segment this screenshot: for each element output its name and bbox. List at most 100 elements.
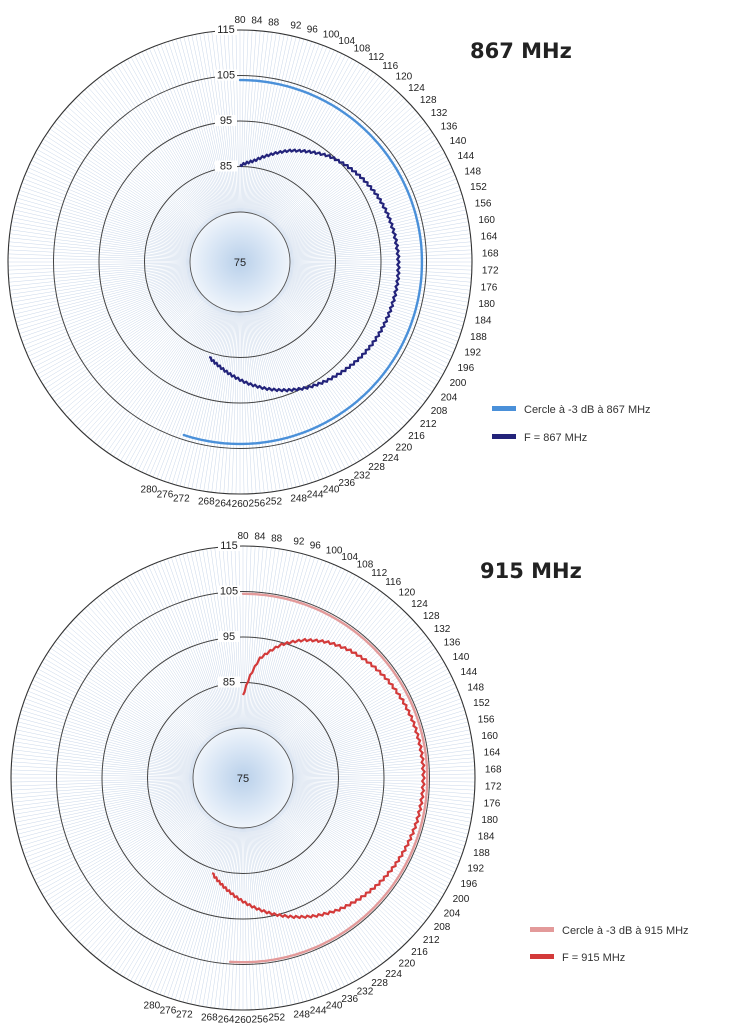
angular-tick-label: 140 [450,136,467,147]
series-threshold-arc [182,78,424,446]
angular-tick-label: 236 [338,478,355,489]
ring-label: 75 [237,773,249,785]
legend: Cercle à -3 dB à 915 MHz F = 915 MHz [530,925,689,964]
angular-tick-label: 168 [482,249,499,260]
angular-tick-label: 132 [434,624,451,635]
grid-ring [98,120,382,404]
angular-tick-label: 200 [450,378,467,389]
angular-tick-label: 124 [411,599,428,610]
ring-label-bg [215,24,237,35]
ring-label: 115 [220,540,238,552]
angular-tick-label: 180 [481,815,498,826]
angular-tick-label: 80 [237,531,249,542]
angular-tick-label: 80 [234,15,246,26]
angular-tick-label: 256 [249,498,266,509]
angular-tick-label: 120 [399,588,416,599]
angular-tick-label: 204 [444,908,461,919]
angular-tick-label: 272 [176,1010,193,1021]
radial-grid [10,545,476,1011]
angular-tick-label: 280 [144,1000,161,1011]
angular-tick-label: 244 [307,490,324,501]
angular-tick-label: 248 [290,494,307,505]
angular-tick-label: 224 [382,453,399,464]
chart-title: 867 MHz [470,39,572,63]
ring-label: 85 [223,677,235,689]
angular-tick-label: 264 [218,1014,235,1025]
angular-tick-label: 116 [385,577,401,588]
angular-tick-label: 236 [341,994,358,1005]
angular-tick-label: 176 [484,798,501,809]
angular-tick-label: 260 [232,499,249,510]
legend-swatch-threshold [530,927,554,932]
legend-label-measurement: F = 915 MHz [562,952,625,964]
chart-title: 915 MHz [480,559,582,583]
angular-tick-label: 244 [310,1006,327,1017]
grid-ring [56,591,430,965]
angular-tick-label: 144 [461,667,478,678]
angular-tick-label: 124 [408,83,425,94]
angular-tick-label: 268 [198,497,215,508]
angular-tick-label: 84 [251,16,263,27]
grid-ring [101,636,385,920]
grid-ring [53,75,427,449]
angular-tick-label: 108 [354,43,371,54]
angular-tick-label: 224 [385,969,402,980]
angular-tick-label: 140 [453,652,470,663]
center-glow [189,724,297,832]
grid-ring [189,211,291,313]
legend-label-threshold: Cercle à -3 dB à 867 MHz [524,404,651,416]
angular-tick-label: 116 [382,61,398,72]
ring-label: 85 [220,161,232,173]
ring-label: 75 [234,257,246,269]
ring-label: 105 [217,70,235,82]
grid-ring [147,682,339,874]
angular-tick-label: 112 [371,568,387,579]
ring-label-bg [215,115,237,126]
angular-tick-label: 164 [481,232,498,243]
angular-tick-label: 96 [310,540,322,551]
angular-tick-label: 104 [341,552,358,563]
ring-label-bg [215,160,237,172]
grid-ring [144,166,336,358]
angular-tick-label: 128 [423,611,440,622]
angular-tick-label: 276 [157,490,174,501]
angular-tick-label: 216 [408,431,425,442]
angular-tick-label: 272 [173,494,190,505]
ring-label-bg [218,631,240,642]
angular-tick-label: 92 [293,536,305,547]
angular-tick-label: 100 [326,546,343,557]
angular-tick-label: 240 [326,1000,343,1011]
angular-tick-label: 232 [357,987,374,998]
angular-tick-label: 152 [473,698,490,709]
ring-label: 105 [220,586,238,598]
angular-tick-label: 268 [201,1013,218,1024]
angular-tick-label: 92 [290,20,302,31]
legend-swatch-threshold [492,406,516,411]
angular-tick-label: 264 [215,498,232,509]
ring-label-bg [215,69,237,81]
angular-tick-label: 120 [396,72,413,83]
angular-tick-label: 180 [478,299,495,310]
ring-label-bg [218,676,240,688]
angular-tick-label: 172 [485,781,502,792]
angular-tick-label: 216 [411,947,428,958]
angular-tick-label: 84 [254,532,266,543]
angular-tick-label: 136 [441,122,458,133]
angular-tick-label: 104 [338,36,355,47]
ring-label-bg [218,540,240,551]
angular-tick-label: 212 [423,935,440,946]
ring-label: 95 [223,631,235,643]
series-measurement-line [211,637,426,920]
angular-tick-label: 220 [396,442,413,453]
series-measurement-line [208,148,401,393]
angular-tick-label: 156 [478,714,495,725]
angular-tick-label: 136 [444,638,461,649]
legend-swatch-measurement [492,434,516,439]
angular-tick-label: 160 [478,215,495,226]
angular-tick-label: 148 [467,682,484,693]
